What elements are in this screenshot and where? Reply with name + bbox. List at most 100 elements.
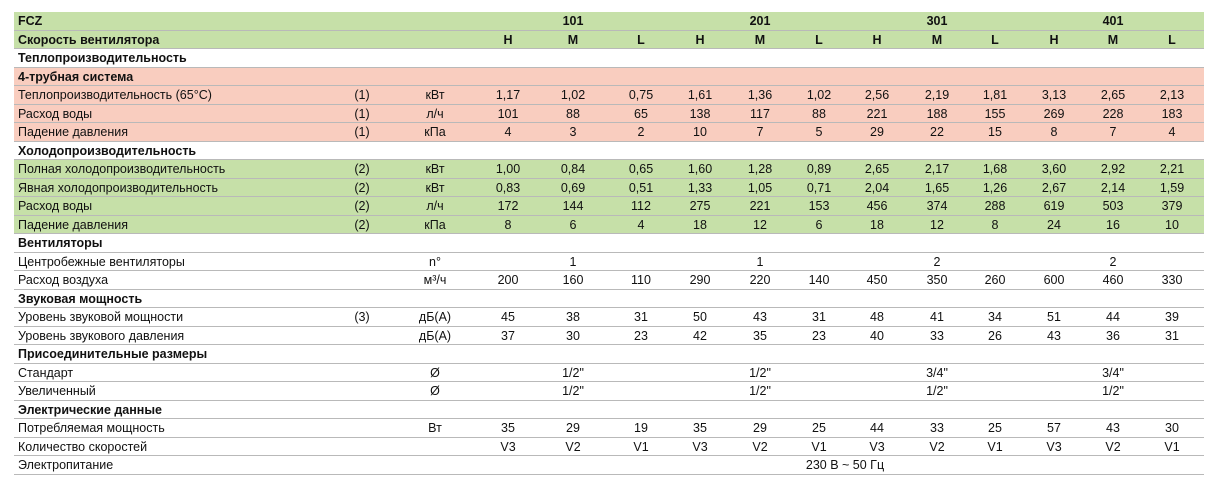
value: 450 [866,273,888,287]
value: 1/2" [562,365,584,380]
value: 41 [930,310,944,324]
row-label: Падение давления [18,217,128,232]
value: 40 [870,328,884,343]
value: V2 [1105,439,1121,454]
value: 153 [808,199,830,213]
table-row: Теплопроизводительность [14,49,1204,68]
value: 2,14 [1100,180,1126,195]
value: 172 [497,199,519,213]
value: 3/4" [1102,365,1124,380]
table-row: Стандарт Ø 1/2" 1/2" 3/4" 3/4" [14,364,1204,382]
table-row: Теплопроизводительность (65°C) (1) кВт 1,17… [14,86,1204,105]
value: 8 [504,217,512,232]
value: 1,60 [687,162,713,176]
value: 6 [569,217,577,232]
value: V1 [811,439,827,454]
table-row: 4-трубная система [14,67,1204,86]
speed: H [503,32,513,47]
section-heading: Звуковая мощность [18,291,143,306]
value: 44 [870,421,884,435]
row-label: Полная холодопроизводительность [18,162,226,176]
row-label: Теплопроизводительность (65°C) [18,88,212,102]
value: 1,02 [560,88,586,102]
value: 6 [815,217,823,232]
value: 39 [1165,310,1179,324]
row-label: Расход воды [18,106,93,121]
row-label: Падение давления [18,125,128,139]
value: V2 [565,439,581,454]
value: 0,75 [628,88,654,102]
value: 0,65 [628,162,654,176]
row-label: Расход воздуха [18,273,109,287]
value: 1 [569,254,577,269]
value: 16 [1106,217,1120,232]
unit: дБ(А) [418,310,452,324]
table-row: Потребляемая мощность Вт 35 29 19 35 29 25 44 33 2… [14,419,1204,438]
row-label: Уровень звукового давления [18,328,185,343]
row-label: Центробежные вентиляторы [18,254,185,269]
value: 1,05 [747,180,773,195]
value: 1,59 [1159,180,1185,195]
speed: H [695,32,705,47]
value: V1 [987,439,1003,454]
speed: L [991,32,999,47]
speed: M [567,32,579,47]
note: (2) [354,217,370,232]
value: V3 [869,439,885,454]
section-heading: Холодопроизводительность [18,143,197,158]
speed: L [1168,32,1176,47]
value: 1,17 [495,88,521,102]
value: 12 [930,217,944,232]
value: 330 [1161,273,1183,287]
value: 34 [988,310,1002,324]
value: 3 [569,125,577,139]
value: 503 [1102,199,1124,213]
value: 35 [753,328,767,343]
value: 2 [933,254,941,269]
table-row: Электропитание 230 В ~ 50 Гц [14,456,1204,475]
value: 15 [988,125,1002,139]
value: 155 [984,106,1006,121]
value: 619 [1043,199,1065,213]
value: 2,56 [864,88,890,102]
value: 144 [562,199,584,213]
value: 12 [753,217,767,232]
value: 31 [812,310,826,324]
note: (2) [354,162,370,176]
value: 30 [566,328,580,343]
table-row: Падение давления (2) кПа 8 6 4 18 12 6 18 12 8 24 16 1… [14,215,1204,234]
table-row: Вентиляторы [14,234,1204,253]
value: 1,02 [806,88,832,102]
value: 1/2" [749,384,771,398]
value: 88 [812,106,826,121]
unit: л/ч [426,199,444,213]
value: 456 [866,199,888,213]
value: 35 [501,421,515,435]
value: 29 [870,125,884,139]
value: 44 [1106,310,1120,324]
value: 117 [750,106,770,121]
value: 65 [634,106,648,121]
table-row: Электрические данные [14,401,1204,419]
note: (1) [354,125,370,139]
table-row: Явная холодопроизводительность (2) кВт 0,83… [14,178,1204,197]
value: 269 [1043,106,1065,121]
value: 0,89 [806,162,832,176]
value: 57 [1047,421,1061,435]
value: 3,60 [1041,162,1067,176]
value: 2,92 [1100,162,1126,176]
table-row: Количество скоростей V3 V2 V1 V3 V2 V1 V3 V2 V1 V3… [14,438,1204,456]
value: 290 [689,273,711,287]
value: 10 [693,125,707,139]
value: 221 [749,199,771,213]
row-label: Явная холодопроизводительность [18,180,219,195]
value: 2,17 [924,162,950,176]
value: 10 [1165,217,1179,232]
value: 23 [812,328,826,343]
unit: Вт [428,421,442,435]
value: V3 [1046,439,1062,454]
value: 35 [693,421,707,435]
unit: Ø [430,384,440,398]
value: 2,13 [1159,88,1185,102]
value: 2,21 [1159,162,1185,176]
